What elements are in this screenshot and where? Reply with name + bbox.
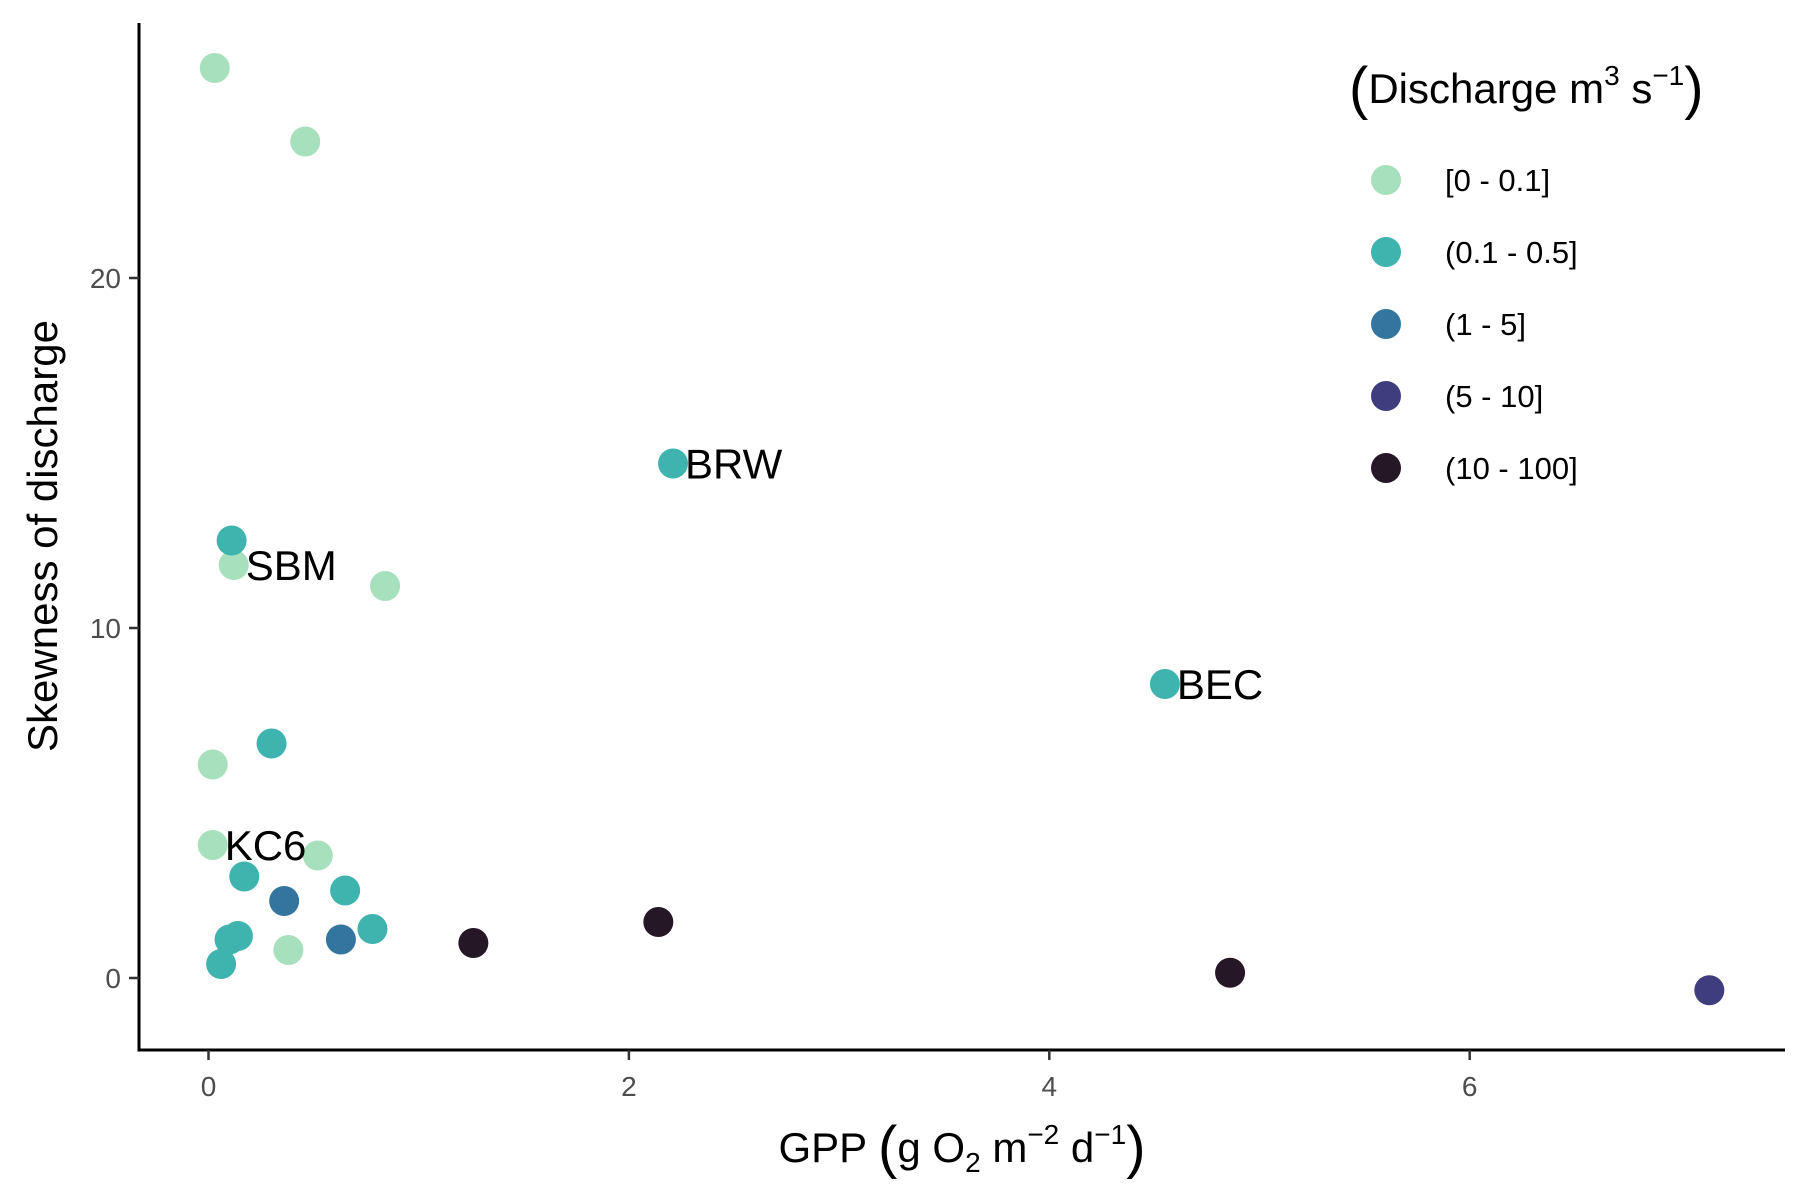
data-point [1215,957,1246,988]
legend-key [1371,165,1401,195]
x-ticks: 0 2 4 6 [201,1050,1478,1102]
y-tick-label: 10 [90,613,121,644]
y-axis-title: Skewness of discharge [19,320,66,752]
legend-label: (1 - 5] [1445,307,1526,342]
x-tick-label: 0 [201,1071,217,1102]
data-point [302,840,333,871]
data-point [1694,975,1725,1006]
legend: (Discharge m3 s−1) [0 - 0.1] (0.1 - 0.5] (… [1349,56,1704,486]
point-labels: SBM KC6 BRW BEC [225,441,1264,870]
legend-key [1371,309,1401,339]
data-point [658,448,689,479]
data-point [199,53,230,83]
x-tick-label: 6 [1462,1071,1478,1102]
y-tick-label: 20 [90,263,121,294]
data-points [197,53,1725,1006]
data-point [197,749,228,780]
data-point [229,861,260,892]
data-point [357,914,388,944]
legend-key [1371,237,1401,267]
x-tick-label: 2 [621,1071,637,1102]
data-point [370,571,401,601]
legend-label: (5 - 10] [1445,379,1543,414]
point-label: BRW [685,441,783,488]
data-point [325,924,356,955]
x-axis-title: GPP (g O2 m−2 d−1) [778,1115,1145,1180]
data-point [273,935,304,965]
data-point [218,550,249,580]
point-label: KC6 [225,822,307,869]
data-point [330,875,361,906]
legend-label: [0 - 0.1] [1445,163,1550,198]
data-point [206,949,237,979]
data-point [269,886,300,916]
data-point [458,928,489,958]
data-point [222,921,253,951]
point-label: BEC [1177,661,1263,708]
data-point [290,126,321,157]
point-label: SBM [246,542,337,589]
legend-key [1371,453,1401,483]
data-point [216,525,247,556]
legend-label: (10 - 100] [1445,451,1578,486]
data-point [256,728,287,759]
legend-key [1371,381,1401,411]
axes [137,23,1785,1052]
legend-title: (Discharge m3 s−1) [1349,56,1704,121]
y-tick-label: 0 [105,963,121,994]
legend-label: (0.1 - 0.5] [1445,235,1578,270]
y-ticks: 0 10 20 [90,263,139,994]
data-point [643,907,674,937]
data-point [1149,669,1180,699]
x-tick-label: 4 [1042,1071,1058,1102]
legend-entries: [0 - 0.1] (0.1 - 0.5] (1 - 5] (5 - 10] (10 -… [1371,163,1578,486]
data-point [197,830,228,860]
